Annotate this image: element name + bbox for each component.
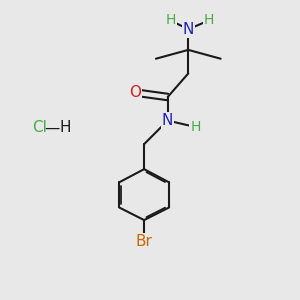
- Text: —: —: [45, 120, 60, 135]
- Text: N: N: [183, 22, 194, 37]
- Text: H: H: [204, 14, 214, 27]
- Text: H: H: [59, 120, 71, 135]
- Text: O: O: [129, 85, 141, 100]
- Text: Br: Br: [136, 234, 152, 249]
- Text: H: H: [190, 120, 201, 134]
- Text: H: H: [165, 14, 176, 27]
- Text: N: N: [162, 113, 173, 128]
- Text: Cl: Cl: [32, 120, 47, 135]
